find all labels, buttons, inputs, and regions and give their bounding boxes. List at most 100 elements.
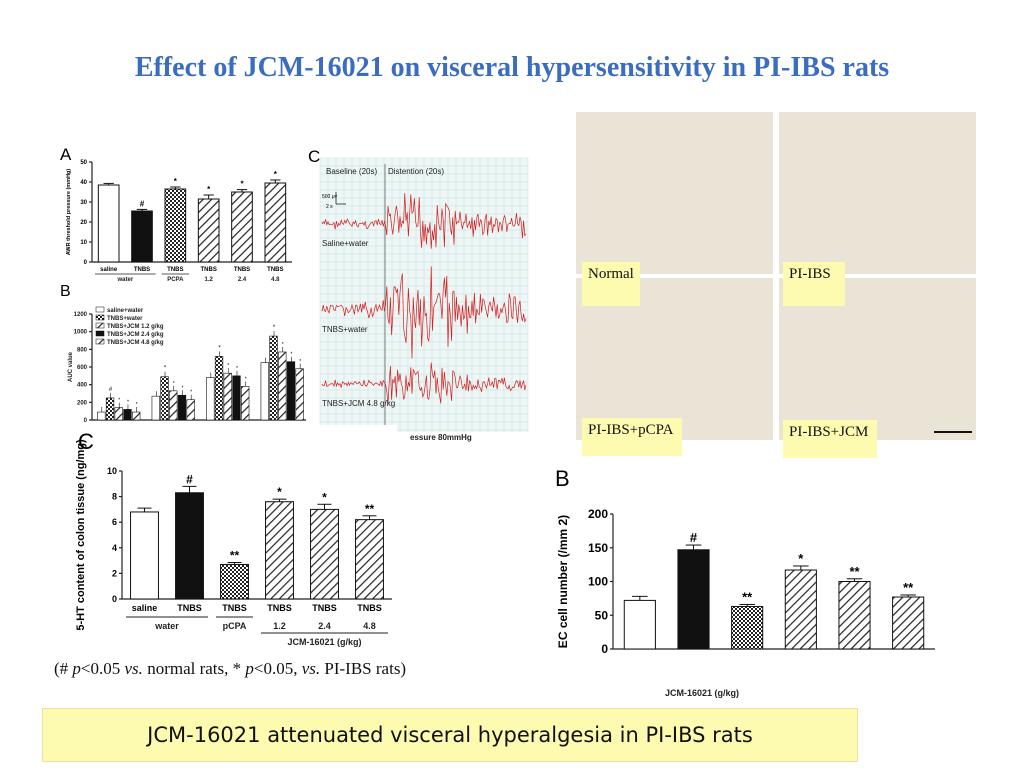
significance-note: (# p<0.05 vs. normal rats, * p<0.05, vs.… bbox=[54, 659, 406, 679]
significance-mark-1: # bbox=[690, 530, 698, 545]
histology-image-normal bbox=[576, 112, 773, 274]
star-mark: * bbox=[173, 381, 175, 387]
legend-entry-1: TNBS+water bbox=[107, 316, 143, 322]
star-mark: * bbox=[290, 352, 292, 358]
chart-a-awr-threshold: 0 10 20 30 40 50 saline # TNBS * TNBS * TNBS * TNBS * TN… bbox=[58, 140, 298, 300]
bar-2 bbox=[220, 563, 249, 600]
bar-1 bbox=[131, 210, 153, 263]
legend-entry-3: TNBS+JCM 2.4 g/kg bbox=[107, 332, 164, 338]
bar-5 bbox=[355, 519, 384, 600]
bar-1 bbox=[175, 492, 204, 600]
bar-3 bbox=[197, 198, 220, 263]
significance-mark-3: * bbox=[277, 485, 282, 499]
significance-mark-2: * bbox=[174, 177, 178, 186]
dose-label-2: 2.4 bbox=[238, 277, 247, 283]
bar-g3-s0 bbox=[260, 362, 269, 421]
group-label-water: water bbox=[154, 621, 179, 631]
note-vs2: vs. bbox=[301, 659, 321, 678]
dose-label-1: 1.2 bbox=[273, 621, 286, 631]
bar-g2-s2 bbox=[223, 372, 232, 421]
bar-0 bbox=[130, 511, 159, 600]
emg-trace-2 bbox=[321, 362, 527, 404]
significance-mark-3: * bbox=[798, 551, 804, 566]
chart-c-5ht-content: 0 2 4 6 8 10 saline # TNBS ** TNBS * TNBS * TNBS ** TNBS… bbox=[62, 425, 397, 657]
dose-label-3: 4.8 bbox=[363, 621, 376, 631]
y-tick-label: 800 bbox=[77, 347, 88, 353]
note-mid3: <0.05, bbox=[253, 659, 302, 678]
legend-entry-0: saline+water bbox=[107, 308, 144, 314]
bar-g1-s0 bbox=[151, 395, 160, 421]
star-mark: * bbox=[136, 402, 138, 408]
category-label-5: TNBS bbox=[357, 603, 382, 613]
dose-label-2: 2.4 bbox=[318, 621, 331, 631]
star-mark: * bbox=[127, 399, 129, 405]
note-suffix: PI-IBS rats) bbox=[320, 659, 407, 678]
bar-g1-s4 bbox=[186, 399, 195, 421]
star-mark: * bbox=[190, 390, 192, 396]
y-axis-label: EC cell number (/mm 2) bbox=[556, 515, 570, 648]
trace-label-2: TNBS+JCM 4.8 g/kg bbox=[322, 399, 395, 408]
chart-c-emg-traces: C Baseline (20s) Distention (20s) 500 μv 2 s… bbox=[306, 140, 530, 452]
legend-entry-2: TNBS+JCM 1.2 g/kg bbox=[107, 324, 164, 330]
legend-swatch-2 bbox=[95, 322, 105, 329]
bar-4 bbox=[231, 191, 253, 263]
y-tick-label: 400 bbox=[77, 383, 88, 389]
slide-caption: JCM-16021 attenuated visceral hyperalges… bbox=[42, 708, 858, 762]
significance-mark-5: ** bbox=[365, 502, 375, 516]
y-tick-label: 200 bbox=[77, 400, 88, 406]
slide-title: Effect of JCM-16021 on visceral hypersen… bbox=[134, 52, 890, 83]
dose-label-1: 1.2 bbox=[204, 277, 213, 283]
bar-g0-s3 bbox=[123, 409, 132, 421]
y-tick-label: 10 bbox=[80, 240, 87, 246]
y-tick-label: 600 bbox=[77, 365, 88, 371]
note-p2: p bbox=[245, 659, 254, 678]
y-tick-label: 0 bbox=[601, 642, 608, 656]
y-tick-label: 6 bbox=[112, 517, 117, 527]
note-p1: p bbox=[72, 659, 81, 678]
panel-label: B bbox=[555, 466, 570, 491]
y-tick-label: 40 bbox=[80, 180, 87, 186]
significance-mark-4: * bbox=[322, 490, 327, 504]
histology-label-pi-ibs: PI-IBS bbox=[783, 262, 845, 306]
category-label-4: TNBS bbox=[234, 267, 250, 273]
bar-5 bbox=[264, 182, 287, 263]
bar-4 bbox=[838, 581, 871, 650]
scale-label-s: 2 s bbox=[326, 204, 333, 210]
dose-label-3: 4.8 bbox=[271, 277, 280, 283]
y-axis-label: AUC value bbox=[68, 351, 74, 382]
bar-g2-s3 bbox=[232, 375, 241, 421]
significance-mark-2: * bbox=[218, 345, 221, 351]
bar-g0-s0 bbox=[97, 411, 106, 421]
category-label-0: saline bbox=[100, 267, 118, 273]
star-mark: * bbox=[245, 376, 247, 382]
star-mark: * bbox=[236, 366, 238, 372]
histology-label-normal: Normal bbox=[582, 262, 640, 306]
bar-g2-s1 bbox=[214, 356, 224, 421]
significance-mark-2: ** bbox=[230, 549, 240, 563]
y-tick-label: 0 bbox=[84, 418, 88, 424]
note-vs1: vs. bbox=[124, 659, 143, 678]
category-label-2: TNBS bbox=[222, 603, 247, 613]
bar-0 bbox=[97, 184, 120, 263]
significance-mark-4: * bbox=[240, 180, 244, 189]
bar-g2-s0 bbox=[206, 377, 215, 421]
significance-mark-5: ** bbox=[903, 580, 914, 595]
y-axis-label: 5-HT content of colon tissue (ng/mg) bbox=[75, 439, 87, 631]
bar-3 bbox=[784, 569, 817, 650]
significance-mark-1: * bbox=[164, 366, 167, 372]
bar-g0-s4 bbox=[132, 411, 141, 421]
bar-g3-s2 bbox=[278, 351, 287, 421]
bar-0 bbox=[623, 599, 656, 650]
x-axis-label: JCM-16021 (g/kg) bbox=[665, 688, 739, 698]
legend-swatch-4 bbox=[95, 338, 105, 345]
legend-swatch-1 bbox=[95, 314, 105, 321]
trace-label-0: Saline+water bbox=[322, 239, 369, 248]
trace-footer: essure 80mmHg bbox=[410, 433, 472, 442]
histology-label-pi-ibs-jcm: PI-IBS+JCM bbox=[783, 420, 877, 458]
category-label-4: TNBS bbox=[312, 603, 337, 613]
category-label-5: TNBS bbox=[267, 267, 283, 273]
y-axis-label: AWR threshold pressure (mmHg) bbox=[66, 169, 72, 256]
bar-3 bbox=[265, 501, 294, 600]
bar-2 bbox=[164, 188, 187, 263]
